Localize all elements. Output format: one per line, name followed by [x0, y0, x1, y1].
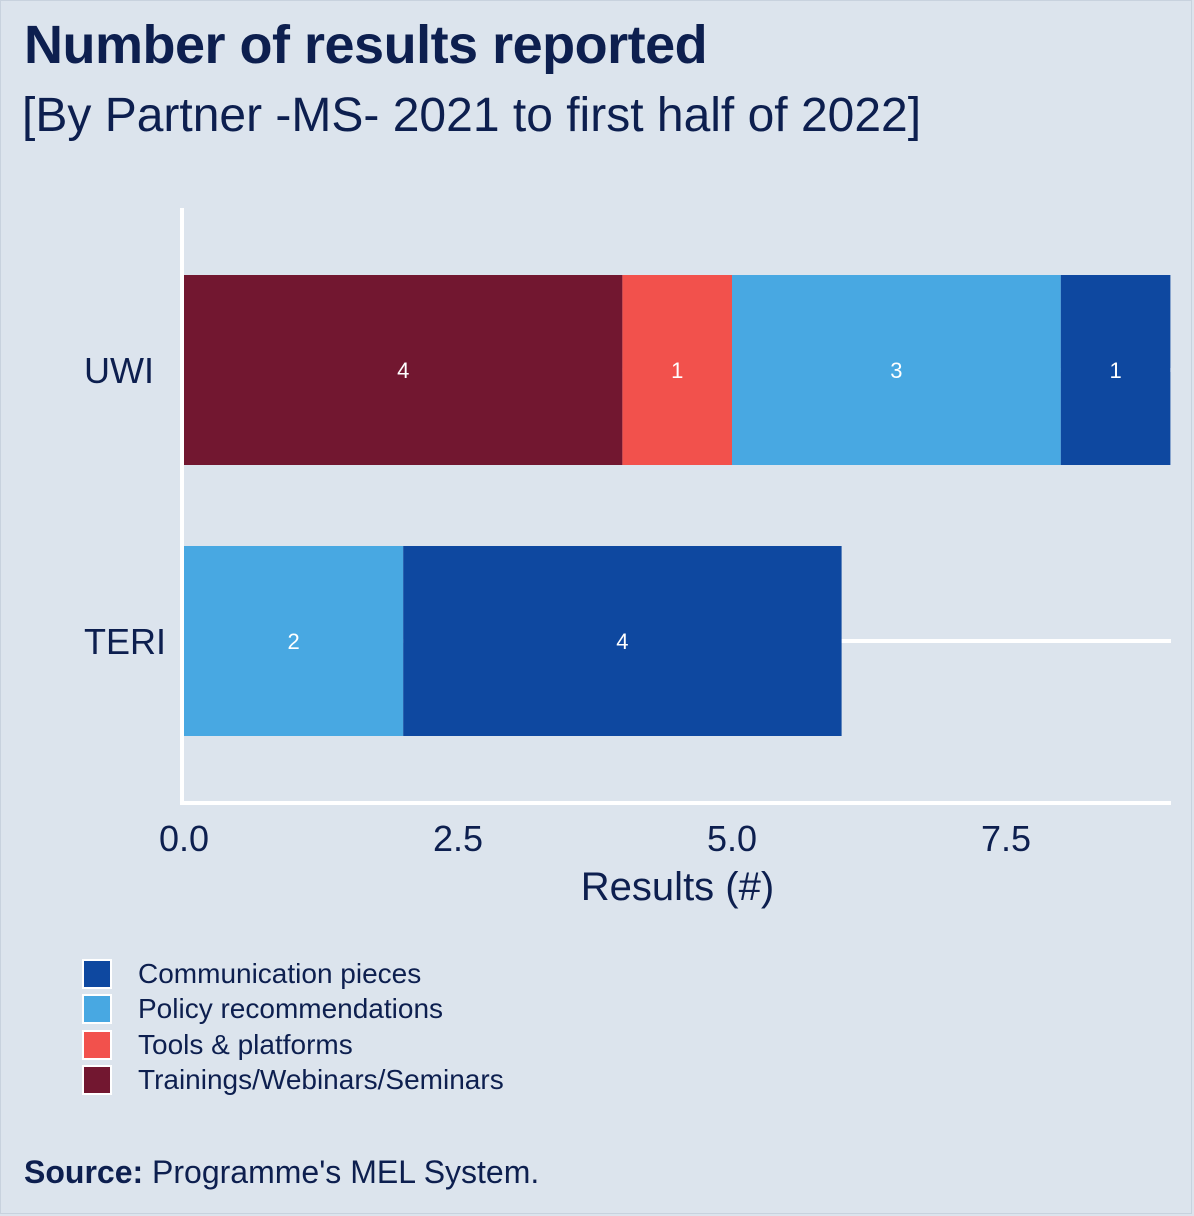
legend-swatch	[82, 1029, 112, 1060]
data-label: 1	[1109, 358, 1121, 383]
data-label: 4	[616, 629, 628, 654]
legend-swatch	[82, 1065, 112, 1096]
bar-uwi-trainings-webinars-seminars	[184, 275, 623, 465]
x-tick-label: 2.5	[433, 818, 483, 859]
legend-label: Tools & platforms	[138, 1028, 353, 1060]
data-label: 3	[890, 358, 902, 383]
source-text: Programme's MEL System.	[143, 1154, 540, 1190]
x-tick-label: 0.0	[159, 818, 209, 859]
data-label: 4	[397, 358, 409, 383]
source-note: Source: Programme's MEL System.	[24, 1154, 539, 1191]
x-tick-label: 7.5	[981, 818, 1031, 859]
data-label: 2	[287, 629, 299, 654]
x-tick-label: 5.0	[707, 818, 757, 859]
legend: Communication pieces Policy recommendatio…	[82, 956, 504, 1098]
legend-swatch	[82, 958, 112, 989]
legend-item-policy-recommendations: Policy recommendations	[82, 992, 504, 1028]
category-label-teri: TERI	[84, 621, 166, 662]
legend-item-communication-pieces: Communication pieces	[82, 956, 504, 992]
chart-title: Number of results reported	[24, 15, 708, 75]
bar-uwi-communication-pieces	[1060, 275, 1171, 465]
legend-label: Communication pieces	[138, 957, 422, 989]
category-label-uwi: UWI	[84, 350, 154, 391]
legend-item-tools-platforms: Tools & platforms	[82, 1027, 504, 1063]
legend-swatch	[82, 994, 112, 1025]
bar-teri-communication-pieces	[403, 546, 842, 736]
bar-uwi-tools-platforms	[622, 275, 732, 465]
labels: 4 1 3 1 UWI 2 4 TERI 0.0 2.5 5.0 7.5 Results (#)	[84, 350, 1122, 909]
axes	[180, 208, 1171, 805]
legend-label: Policy recommendations	[138, 993, 444, 1025]
bar-teri-policy-recommendations	[184, 546, 404, 736]
x-axis-title: Results (#)	[581, 865, 774, 909]
bar-uwi-policy-recommendations	[732, 275, 1061, 465]
data-label: 1	[671, 358, 683, 383]
legend-label: Trainings/Webinars/Seminars	[138, 1064, 504, 1096]
source-label: Source:	[24, 1154, 144, 1190]
bars	[184, 275, 1171, 736]
legend-item-trainings-webinars-seminars: Trainings/Webinars/Seminars	[82, 1063, 504, 1099]
chart-subtitle: [By Partner -MS- 2021 to first half of 2…	[22, 89, 922, 142]
bar-chart: 4 1 3 1 UWI 2 4 TERI 0.0 2.5 5.0 7.5 Results (#)	[84, 208, 1171, 909]
